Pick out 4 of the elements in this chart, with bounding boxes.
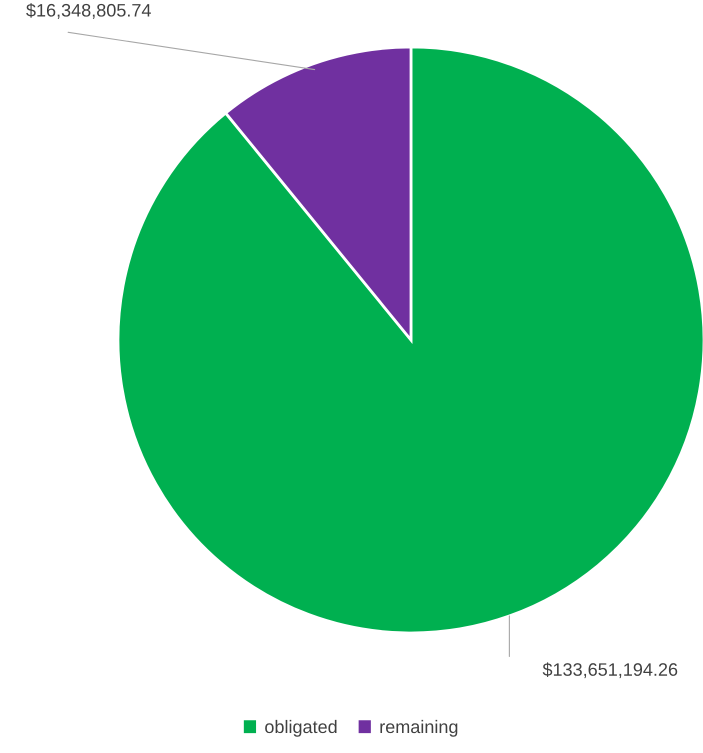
- data-label: $133,651,194.26: [542, 662, 678, 678]
- legend-label: remaining: [380, 720, 458, 737]
- data-label: $16,348,805.74: [26, 3, 151, 19]
- legend-label: obligated: [265, 720, 337, 737]
